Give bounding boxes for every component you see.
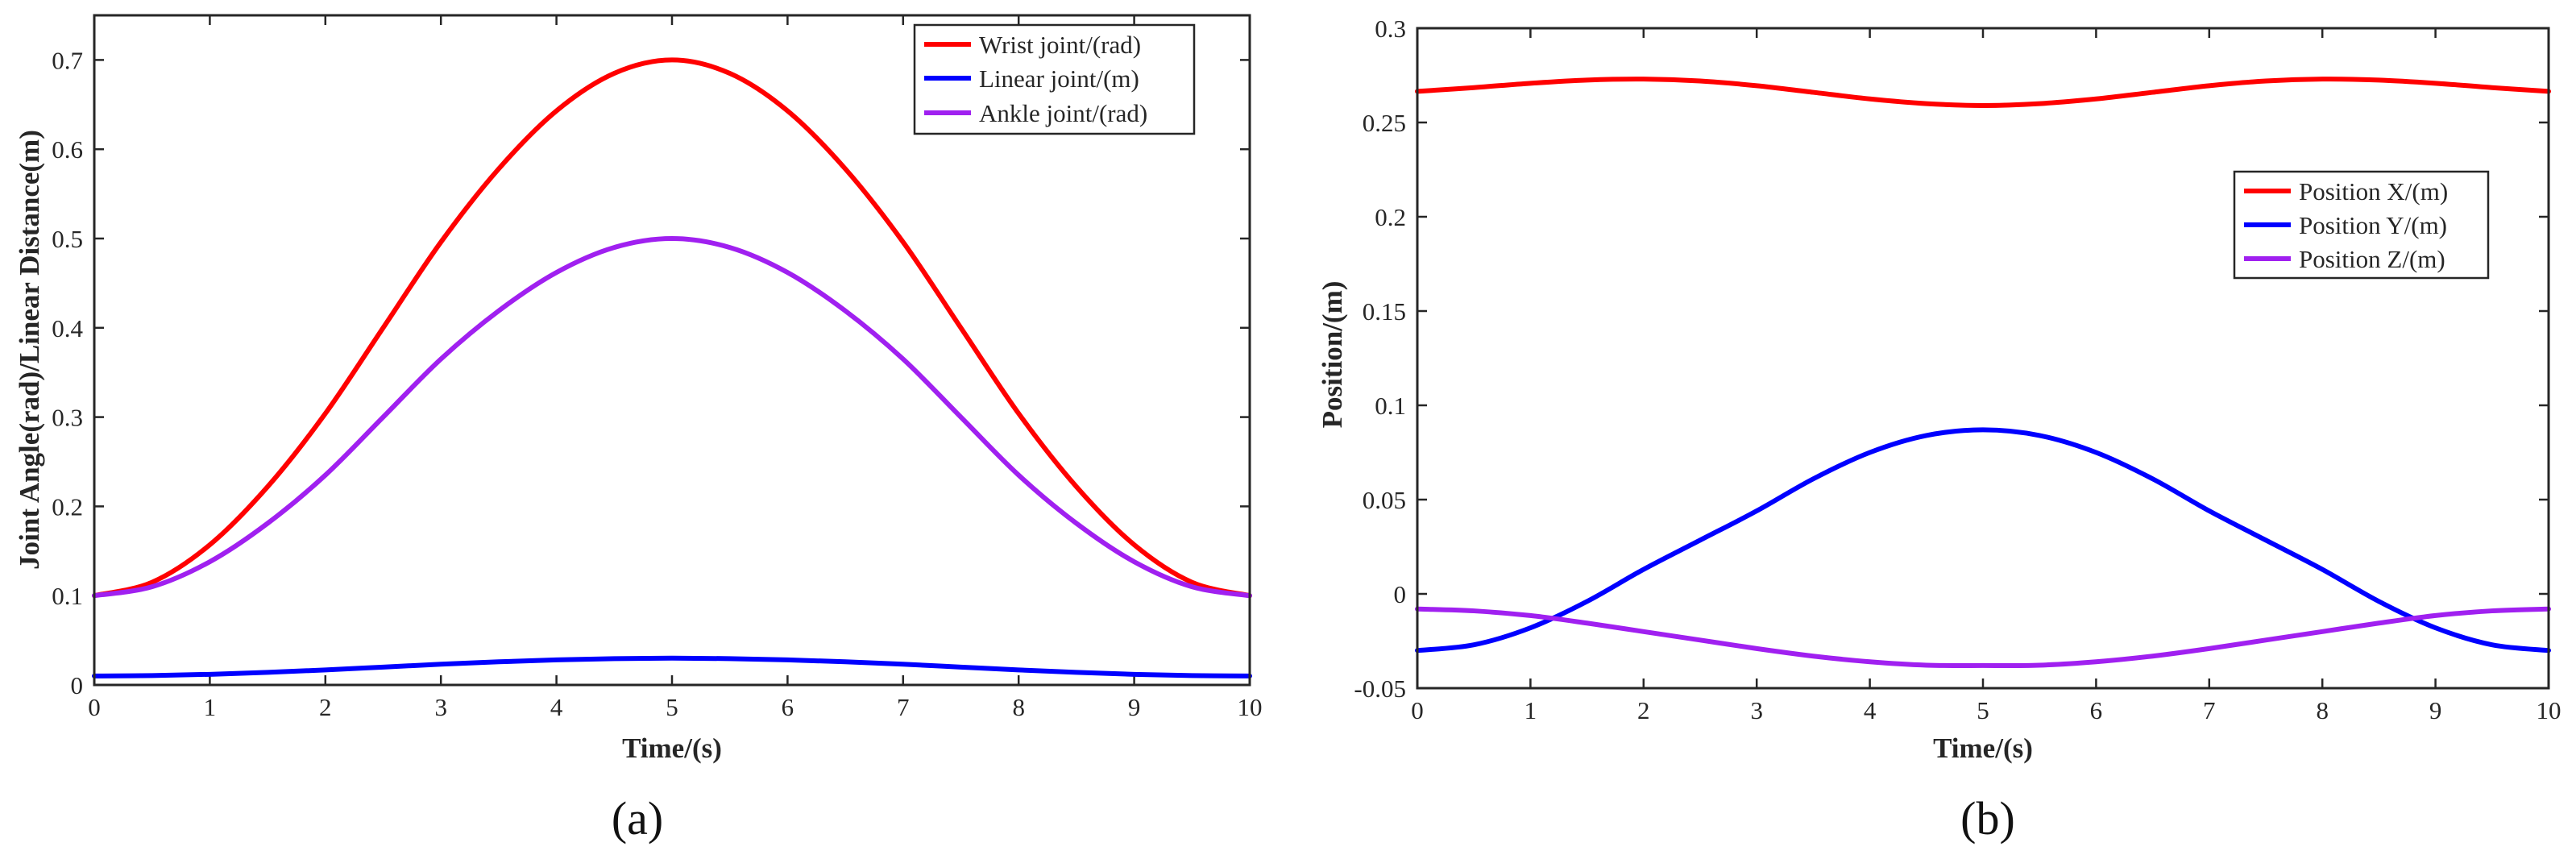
panel-b-legend: Position X/(m) Position Y/(m) Position Z… (2233, 170, 2490, 280)
panel-b-ytick-label: 0.1 (1375, 392, 1406, 420)
panel-a-legend-label-wrist: Wrist joint/(rad) (979, 31, 1141, 59)
panel-a-legend-label-ankle: Ankle joint/(rad) (979, 99, 1147, 127)
panel-a-series-wrist-line (92, 57, 1252, 599)
panel-b-legend-label-z: Position Z/(m) (2299, 245, 2445, 273)
panel-a-plot-frame (93, 14, 1251, 687)
panel-a-xtick-label: 8 (1012, 693, 1025, 721)
panel-a-ytick-label: 0.2 (52, 492, 83, 521)
panel-b-legend-label-y: Position Y/(m) (2299, 211, 2447, 239)
panel-b-xtick-label: 7 (2203, 696, 2216, 724)
panel-a-xtick-label: 1 (204, 693, 217, 721)
panel-a-xtick-label: 10 (1238, 693, 1263, 721)
panel-b: 0 1 2 3 4 5 6 7 8 9 10-0.0500.050.10.150.20.250.3 … (1317, 15, 2561, 844)
panel-b-xtick-label: 5 (1977, 696, 1989, 724)
panel-a-series (92, 57, 1252, 678)
panel-a-xtick-label: 2 (319, 693, 332, 721)
panel-b-xtick-label: 8 (2316, 696, 2329, 724)
panel-a-ylabel: Joint Angle(rad)/Linear Distance(m) (14, 130, 45, 570)
panel-b-xtick-label: 2 (1637, 696, 1650, 724)
panel-a-xtick-label: 6 (782, 693, 794, 721)
panel-a-xtick-label: 5 (666, 693, 678, 721)
panel-a-caption: (a) (612, 792, 663, 844)
panel-a-ticks: 0 1 2 3 4 5 6 7 8 9 10 0 0.1 0.2 0.3 0.4 0.5 0.6 0.7 (52, 15, 1263, 721)
panel-b-ytick-label: 0.15 (1363, 297, 1406, 326)
panel-b-ytick-label: 0.2 (1375, 203, 1406, 231)
panel-a-legend-label-linear: Linear joint/(m) (979, 64, 1139, 93)
panel-a-ytick-label: 0.5 (52, 225, 83, 253)
panel-a-xlabel: Time/(s) (622, 732, 722, 764)
panel-a: 0 1 2 3 4 5 6 7 8 9 10 0 0.1 0.2 0.3 0.4 0.5 0.6 0.7 Time/… (14, 14, 1263, 844)
panel-a-ytick-label: 0 (71, 671, 84, 699)
panel-b-ytick-label: 0.3 (1375, 15, 1406, 43)
panel-b-xtick-label: 9 (2429, 696, 2442, 724)
panel-a-ytick-label: 0.6 (52, 135, 83, 164)
panel-b-legend-label-x: Position X/(m) (2299, 177, 2448, 205)
panel-a-ytick-label: 0.3 (52, 404, 83, 432)
panel-b-ytick-label: 0.05 (1363, 486, 1406, 514)
panel-a-xtick-label: 4 (550, 693, 563, 721)
panel-a-xtick-label: 9 (1128, 693, 1141, 721)
panel-b-series-position-z-line (1415, 606, 2551, 668)
panel-b-ytick-label: -0.05 (1354, 674, 1406, 703)
panel-a-legend: Wrist joint/(rad) Linear joint/(m) Ankle… (913, 23, 1196, 135)
panel-b-xtick-label: 0 (1411, 696, 1424, 724)
panel-b-xtick-label: 1 (1524, 696, 1537, 724)
panel-b-series-position-y-line (1415, 427, 2551, 654)
panel-a-xtick-label: 0 (88, 693, 101, 721)
panel-a-ytick-label: 0.4 (52, 314, 83, 342)
panel-b-plot-frame (1416, 27, 2550, 690)
panel-b-ytick-label: 0.25 (1363, 109, 1406, 137)
panel-b-ytick-label: 0 (1394, 580, 1407, 608)
panel-a-xtick-label: 7 (897, 693, 910, 721)
panel-b-ylabel: Position/(m) (1317, 281, 1348, 429)
panel-a-ytick-label: 0.7 (52, 46, 83, 74)
panel-a-ytick-label: 0.1 (52, 582, 83, 610)
panel-b-xtick-label: 10 (2537, 696, 2561, 724)
panel-b-xlabel: Time/(s) (1933, 732, 2033, 764)
panel-b-caption: (b) (1960, 792, 2015, 844)
panel-b-series-position-x-line (1415, 77, 2551, 108)
panel-b-xtick-label: 3 (1750, 696, 1763, 724)
panel-a-series-linear-line (92, 655, 1252, 678)
panel-b-series (1415, 77, 2551, 668)
panel-b-xtick-label: 4 (1864, 696, 1877, 724)
panel-a-xtick-label: 3 (434, 693, 447, 721)
panel-b-xtick-label: 6 (2090, 696, 2103, 724)
panel-a-series-ankle-line (92, 236, 1252, 599)
